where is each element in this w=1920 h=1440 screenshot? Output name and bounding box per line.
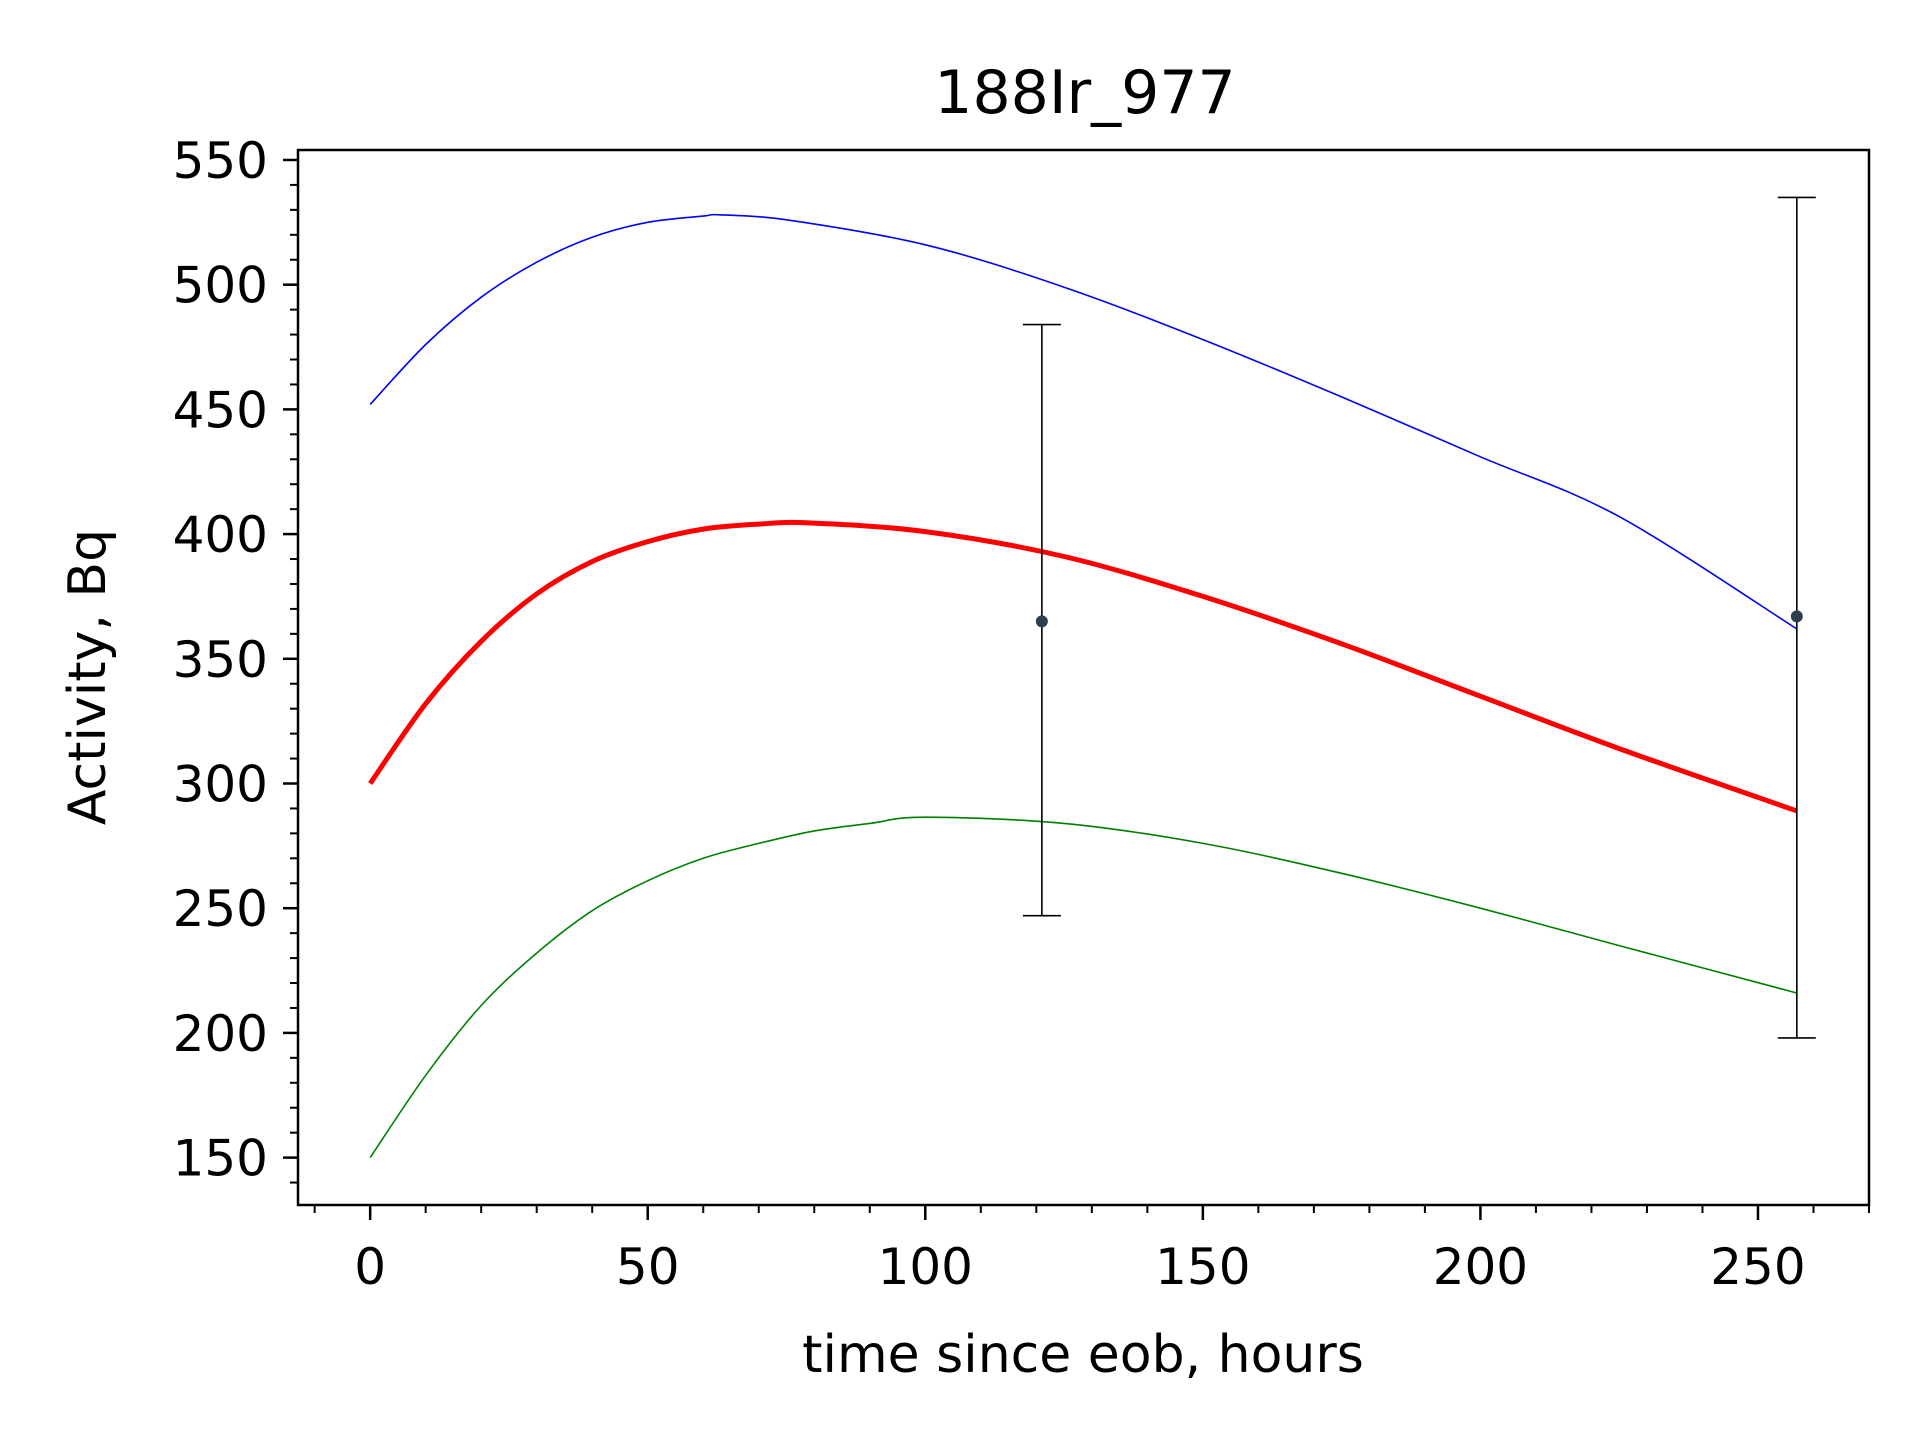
y-tick-label: 350 [173,631,268,689]
x-tick-label: 200 [1433,1238,1528,1296]
series-line-3 [369,816,1798,1159]
y-tick-label: 150 [173,1130,268,1188]
x-tick-label: 0 [354,1238,386,1296]
errorbar-layer [1022,196,1816,1039]
measurement-2 [1777,196,1816,1039]
y-tick-label: 550 [173,132,268,190]
plot-frame [296,148,1871,1207]
y-axis-label: Activity, Bq [58,529,118,825]
y-tick-label: 500 [173,257,268,315]
tick-layer: 0 50 100 150 200 250 150 200 250 300 350 400 450 500 5… [173,132,1870,1296]
y-tick-label: 200 [173,1005,268,1063]
x-tick-label: 150 [1155,1238,1250,1296]
y-tick-label: 250 [173,880,268,938]
series-line-2 [368,519,1798,814]
measurement-point [1035,615,1048,628]
x-axis-label: time since eob, hours [802,1325,1364,1385]
y-tick-label: 400 [173,506,268,564]
series-layer [368,213,1798,1159]
y-tick-label: 450 [173,381,268,439]
measurement-1 [1022,323,1061,917]
x-tick-label: 250 [1710,1238,1805,1296]
chart-title: 188Ir_977 [934,58,1235,128]
y-tick-label: 300 [173,755,268,813]
x-tick-label: 100 [878,1238,973,1296]
measurement-point [1790,610,1803,623]
x-tick-label: 50 [616,1238,680,1296]
series-line-1 [369,213,1798,630]
